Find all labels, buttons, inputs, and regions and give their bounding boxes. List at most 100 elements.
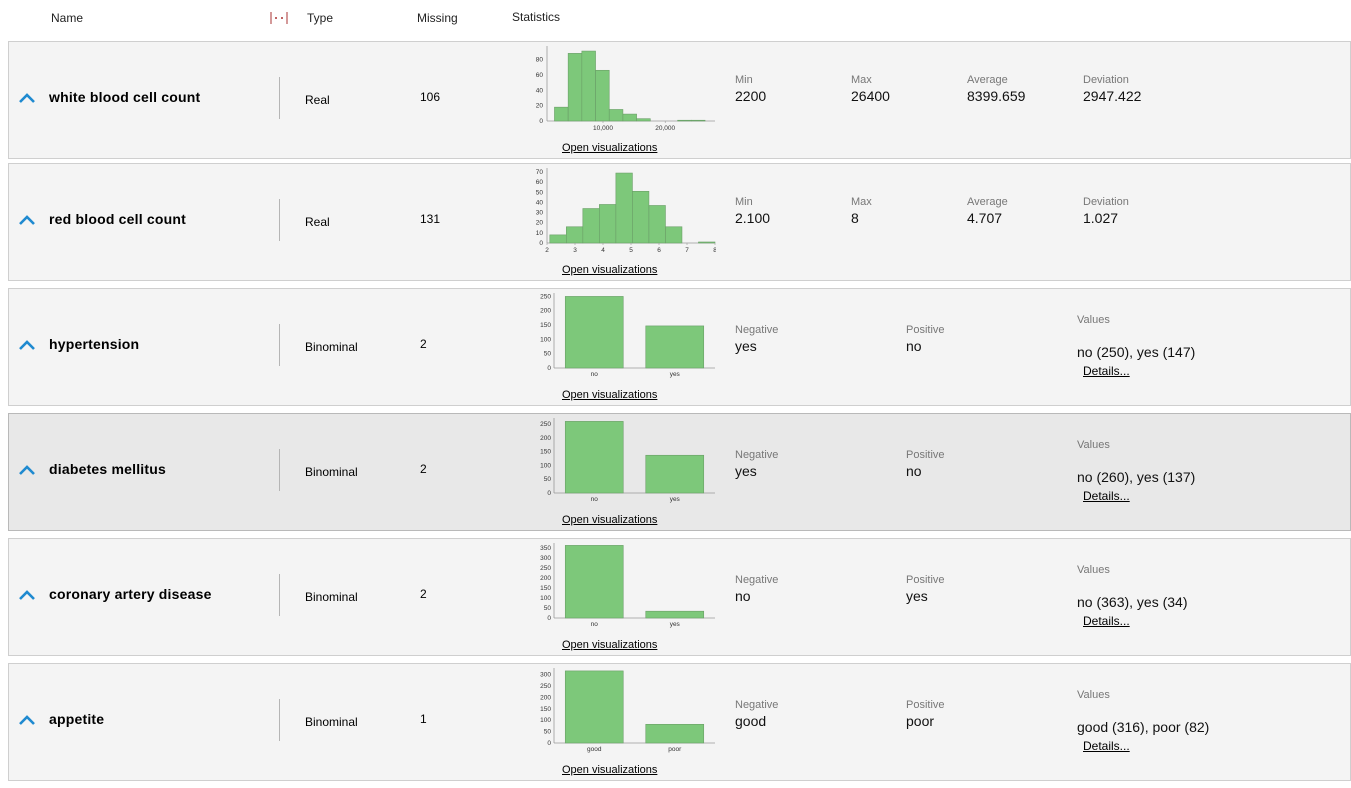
stat-value-average: 8399.659 — [967, 88, 1026, 104]
x-tick-label: 4 — [601, 247, 605, 254]
x-tick-label: good — [587, 746, 602, 753]
y-tick-label: 100 — [540, 595, 551, 602]
y-tick-label: 40 — [536, 87, 544, 94]
x-tick-label: 6 — [657, 247, 661, 254]
stat-label-average: Average — [967, 74, 1008, 86]
column-header: Name Type Missing Statistics — [0, 0, 1351, 40]
y-tick-label: 40 — [536, 199, 544, 206]
column-divider — [279, 449, 280, 491]
details-link[interactable]: Details... — [1083, 364, 1130, 378]
chevron-up-icon[interactable] — [18, 589, 36, 601]
y-tick-label: 30 — [536, 210, 544, 217]
values-label: Values — [1077, 314, 1110, 326]
attribute-row[interactable]: white blood cell count Real 106 0 20 40 60 80 10… — [8, 41, 1351, 159]
histogram-bar — [582, 208, 600, 244]
y-tick-label: 250 — [540, 683, 551, 690]
details-link[interactable]: Details... — [1083, 489, 1130, 503]
negative-label: Negative — [735, 449, 779, 461]
open-visualizations-link[interactable]: Open visualizations — [562, 142, 658, 154]
statistics-chart[interactable]: 0 20 40 60 80 10,000 20,000 — [526, 43, 716, 133]
attribute-type: Binominal — [305, 715, 358, 729]
x-tick-label: yes — [670, 371, 681, 378]
y-tick-label: 150 — [540, 706, 551, 713]
attribute-missing-count: 2 — [420, 462, 427, 476]
attribute-missing-count: 2 — [420, 587, 427, 601]
y-tick-label: 0 — [547, 740, 551, 747]
column-divider — [279, 77, 280, 119]
chevron-up-icon[interactable] — [18, 339, 36, 351]
open-visualizations-link[interactable]: Open visualizations — [562, 264, 658, 276]
attribute-row[interactable]: red blood cell count Real 131 0 10 20 30 40 50 60… — [8, 163, 1351, 281]
statistics-chart[interactable]: 0 50 100 150 200 250 no yes — [526, 290, 716, 380]
stat-value-average: 4.707 — [967, 210, 1003, 226]
attribute-name: hypertension — [49, 336, 140, 352]
y-tick-label: 200 — [540, 435, 551, 442]
y-tick-label: 20 — [536, 220, 544, 227]
y-tick-label: 0 — [547, 615, 551, 622]
category-bar — [564, 670, 624, 744]
histogram-bar — [665, 226, 683, 244]
y-tick-label: 150 — [540, 449, 551, 456]
y-tick-label: 60 — [536, 72, 544, 79]
open-visualizations-link[interactable]: Open visualizations — [562, 389, 658, 401]
x-tick-label: no — [591, 496, 599, 503]
attribute-missing-count: 106 — [420, 90, 441, 104]
x-tick-label: 3 — [573, 247, 577, 254]
attribute-row[interactable]: hypertension Binominal 2 0 50 100 150 200 250 no y… — [8, 288, 1351, 406]
positive-value: no — [906, 338, 922, 354]
stat-label-average: Average — [967, 196, 1008, 208]
attribute-row[interactable]: appetite Binominal 1 0 50 100 150 200 250 300 good… — [8, 663, 1351, 781]
chevron-up-icon[interactable] — [18, 464, 36, 476]
histogram-bar — [648, 205, 666, 244]
details-link[interactable]: Details... — [1083, 614, 1130, 628]
y-tick-label: 250 — [540, 565, 551, 572]
y-tick-label: 250 — [540, 293, 551, 300]
chevron-up-icon[interactable] — [18, 92, 36, 104]
y-tick-label: 300 — [540, 555, 551, 562]
negative-value: yes — [735, 338, 757, 354]
y-tick-label: 250 — [540, 421, 551, 428]
statistics-chart[interactable]: 0 50 100 150 200 250 no yes — [526, 415, 716, 505]
column-header-type[interactable]: Type — [307, 11, 334, 25]
y-tick-label: 100 — [540, 336, 551, 343]
stat-label-deviation: Deviation — [1083, 196, 1129, 208]
histogram-bar — [608, 109, 624, 122]
statistics-chart[interactable]: 0 50 100 150 200 250 300 good poor — [526, 665, 716, 755]
column-header-statistics[interactable]: Statistics — [512, 10, 561, 24]
stat-label-min: Min — [735, 74, 753, 86]
open-visualizations-link[interactable]: Open visualizations — [562, 764, 658, 776]
statistics-chart[interactable]: 0 50 100 150 200 250 300 350 no yes — [526, 540, 716, 630]
positive-label: Positive — [906, 574, 945, 586]
open-visualizations-link[interactable]: Open visualizations — [562, 639, 658, 651]
x-tick-label: yes — [670, 496, 681, 503]
y-tick-label: 50 — [544, 729, 552, 736]
x-tick-label: no — [591, 621, 599, 628]
chevron-up-icon[interactable] — [18, 714, 36, 726]
stat-value-deviation: 1.027 — [1083, 210, 1119, 226]
histogram-bar — [615, 172, 633, 244]
values-summary: no (250), yes (147) — [1077, 344, 1196, 360]
attribute-row[interactable]: diabetes mellitus Binominal 2 0 50 100 150 200 2… — [8, 413, 1351, 531]
attribute-missing-count: 2 — [420, 337, 427, 351]
y-tick-label: 0 — [539, 118, 543, 125]
y-tick-label: 60 — [536, 179, 544, 186]
histogram-bar — [567, 53, 583, 122]
histogram-bar — [622, 113, 637, 122]
column-header-name[interactable]: Name — [51, 11, 84, 25]
y-tick-label: 20 — [536, 103, 544, 110]
attribute-row[interactable]: coronary artery disease Binominal 2 0 50 100 1… — [8, 538, 1351, 656]
values-label: Values — [1077, 439, 1110, 451]
category-bar — [564, 545, 624, 619]
histogram-bar — [691, 119, 706, 122]
open-visualizations-link[interactable]: Open visualizations — [562, 514, 658, 526]
positive-value: no — [906, 463, 922, 479]
chevron-up-icon[interactable] — [18, 214, 36, 226]
column-header-missing[interactable]: Missing — [417, 11, 458, 25]
column-resize-icon[interactable] — [270, 11, 288, 25]
positive-label: Positive — [906, 449, 945, 461]
y-tick-label: 200 — [540, 575, 551, 582]
x-tick-label: poor — [668, 746, 682, 753]
y-tick-label: 100 — [540, 462, 551, 469]
statistics-chart[interactable]: 0 10 20 30 40 50 60 70 2 3 4 5 6 7 8 — [526, 165, 716, 255]
details-link[interactable]: Details... — [1083, 739, 1130, 753]
